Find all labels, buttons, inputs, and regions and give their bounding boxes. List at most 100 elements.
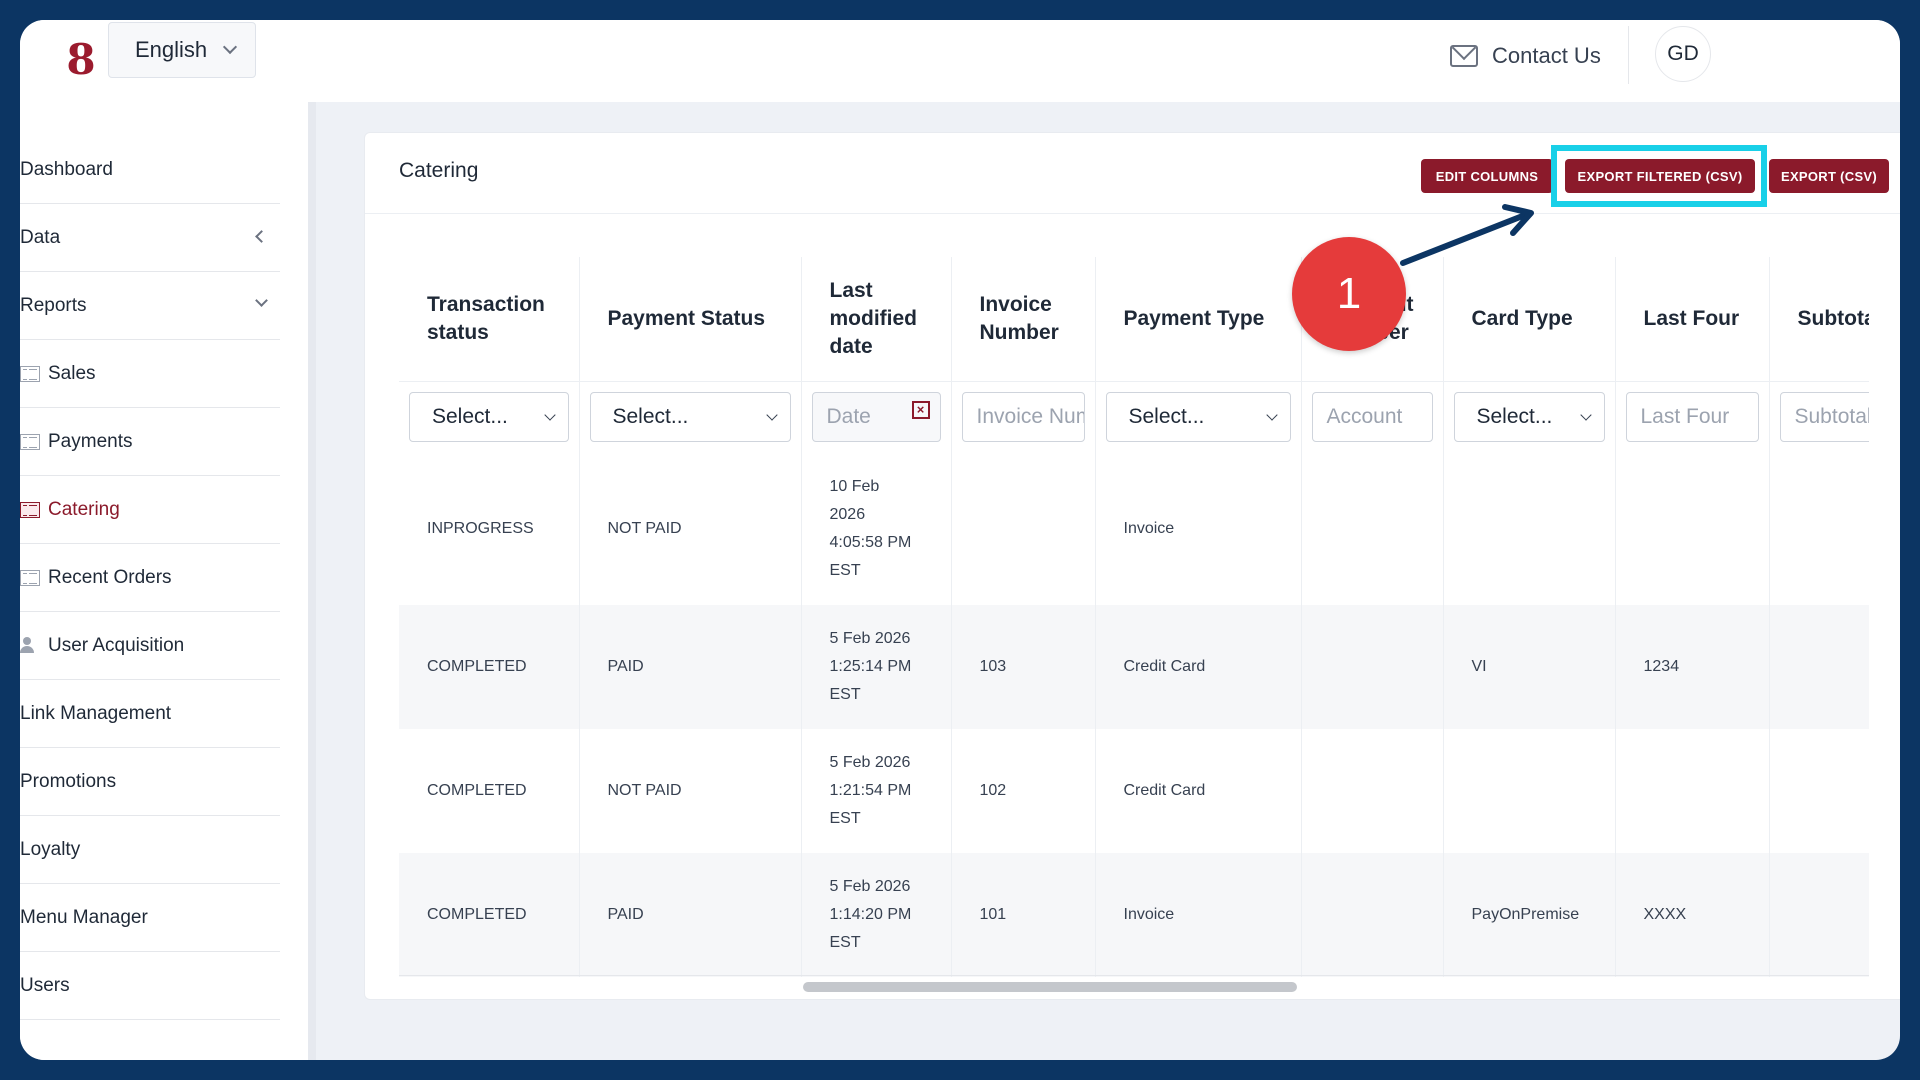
- date-filter-input[interactable]: Date ×: [811, 392, 941, 443]
- chevron-down-icon: [223, 39, 238, 55]
- sidebar-item-label: Users: [20, 974, 70, 996]
- catering-table-viewport: Transaction status Payment Status Last m…: [399, 257, 1869, 997]
- payment-type-cell: Credit Card: [1094, 729, 1301, 853]
- last-four-filter-input[interactable]: Last Four: [1625, 392, 1759, 443]
- table-row[interactable]: COMPLETED NOT PAID 5 Feb 2026 1:21:54 PM…: [399, 729, 1869, 853]
- date-line: 5 Feb 2026: [829, 878, 911, 895]
- user-icon: [20, 636, 40, 655]
- payment-type-cell: Invoice: [1094, 453, 1301, 605]
- filter-cell: Invoice Number: [950, 381, 1095, 453]
- table-horizontal-scrollbar[interactable]: [399, 975, 1869, 995]
- date-placeholder: Date: [826, 405, 871, 429]
- sidebar-item-label: Payments: [48, 430, 133, 452]
- sidebar-item-reports[interactable]: Reports: [20, 272, 280, 340]
- select-value: Select...: [1128, 405, 1205, 429]
- table-row[interactable]: COMPLETED PAID 5 Feb 2026 1:25:14 PM EST…: [399, 605, 1869, 729]
- date-line: 10 Feb: [829, 478, 880, 495]
- account-number-filter-input[interactable]: Account: [1311, 392, 1433, 443]
- catering-report-card: Catering EDIT COLUMNS EXPORT FILTERED (C…: [364, 132, 1900, 1000]
- date-line: EST: [829, 810, 861, 827]
- card-type-cell: PayOnPremise: [1442, 853, 1615, 977]
- sidebar-scrollbar[interactable]: [308, 102, 316, 1060]
- chevron-down-icon: [765, 409, 778, 421]
- report-list-icon: [20, 433, 40, 450]
- sidebar-item-menu-manager[interactable]: Menu Manager: [20, 884, 280, 952]
- date-line: 2026: [829, 506, 866, 523]
- clear-date-icon[interactable]: ×: [911, 401, 930, 420]
- date-line: 1:14:20 PM: [829, 906, 912, 923]
- last-four-cell: 1234: [1614, 605, 1769, 729]
- account-placeholder: Account: [1326, 405, 1403, 429]
- language-select[interactable]: English: [108, 22, 256, 78]
- payment-status-filter[interactable]: Select...: [589, 392, 791, 443]
- sidebar-item-users[interactable]: Users: [20, 952, 280, 1020]
- column-header-last-modified-date[interactable]: Last modified date: [800, 257, 951, 382]
- card-type-cell: [1442, 453, 1615, 605]
- report-list-icon: [20, 501, 40, 518]
- column-header-card-type[interactable]: Card Type: [1442, 257, 1615, 382]
- account-number-cell: [1300, 729, 1443, 853]
- table-row[interactable]: INPROGRESS NOT PAID 10 Feb 2026 4:05:58 …: [399, 453, 1869, 605]
- user-avatar[interactable]: GD: [1655, 26, 1711, 82]
- pointer-arrow-icon: [1400, 204, 1534, 266]
- sidebar-item-link-management[interactable]: Link Management: [20, 680, 280, 748]
- subtotal-cell: [1768, 453, 1869, 605]
- sidebar-item-catering[interactable]: Catering: [20, 476, 280, 544]
- sidebar-item-user-acquisition[interactable]: User Acquisition: [20, 612, 280, 680]
- date-line: 5 Feb 2026: [829, 630, 911, 647]
- payment-status-cell: PAID: [578, 605, 801, 729]
- transaction-status-filter[interactable]: Select...: [409, 392, 569, 443]
- filter-cell: Select...: [578, 381, 801, 453]
- sidebar-item-label: Recent Orders: [48, 566, 172, 588]
- sidebar-item-sales[interactable]: Sales: [20, 340, 280, 408]
- sidebar-item-data[interactable]: Data: [20, 204, 280, 272]
- date-line: 5 Feb 2026: [829, 754, 911, 771]
- brand-logo[interactable]: 8: [66, 35, 96, 84]
- step-number-badge: 1: [1292, 237, 1406, 351]
- catering-table: Transaction status Payment Status Last m…: [399, 257, 1869, 977]
- chevron-down-icon: [1579, 409, 1592, 421]
- mail-icon: [1450, 45, 1478, 67]
- select-value: Select...: [612, 405, 689, 429]
- subtotal-cell: [1768, 729, 1869, 853]
- table-row[interactable]: COMPLETED PAID 5 Feb 2026 1:14:20 PM EST…: [399, 853, 1869, 977]
- contact-us-link[interactable]: Contact Us: [1450, 36, 1601, 76]
- transaction-status-cell: INPROGRESS: [427, 520, 534, 537]
- sidebar-item-label: Dashboard: [20, 158, 113, 180]
- account-number-cell: [1300, 605, 1443, 729]
- payment-status-cell: NOT PAID: [578, 729, 801, 853]
- export-filtered-csv-button[interactable]: EXPORT FILTERED (CSV): [1565, 159, 1755, 193]
- sidebar-item-label: User Acquisition: [48, 634, 185, 656]
- sidebar-item-dashboard[interactable]: Dashboard: [20, 136, 280, 204]
- last-four-placeholder: Last Four: [1640, 405, 1730, 429]
- column-header-payment-status[interactable]: Payment Status: [578, 257, 801, 382]
- card-type-cell: [1442, 729, 1615, 853]
- column-header-subtotal[interactable]: Subtotal: [1768, 257, 1869, 382]
- card-type-cell: VI: [1442, 605, 1615, 729]
- subtotal-filter-input[interactable]: Subtotal: [1779, 392, 1869, 443]
- column-header-last-four[interactable]: Last Four: [1614, 257, 1769, 382]
- sidebar-item-payments[interactable]: Payments: [20, 408, 280, 476]
- sidebar-item-label: Data: [20, 226, 61, 248]
- column-header-invoice-number[interactable]: Invoice Number: [950, 257, 1095, 382]
- edit-columns-button[interactable]: EDIT COLUMNS: [1421, 159, 1553, 193]
- column-header-transaction-status[interactable]: Transaction status: [399, 257, 579, 382]
- select-value: Select...: [432, 405, 508, 429]
- account-number-cell: [1300, 853, 1443, 977]
- export-filtered-highlight-box: [1551, 145, 1767, 207]
- sidebar-item-label: Catering: [48, 498, 120, 520]
- column-header-payment-type[interactable]: Payment Type: [1094, 257, 1301, 382]
- invoice-number-cell: 101: [950, 853, 1095, 977]
- transaction-status-cell: COMPLETED: [427, 782, 527, 799]
- sidebar-item-recent-orders[interactable]: Recent Orders: [20, 544, 280, 612]
- payment-type-filter[interactable]: Select...: [1105, 392, 1291, 443]
- export-csv-button[interactable]: EXPORT (CSV): [1769, 159, 1889, 193]
- page-title: Catering: [399, 159, 479, 182]
- payment-status-cell: NOT PAID: [578, 453, 801, 605]
- card-type-filter[interactable]: Select...: [1453, 392, 1605, 443]
- sidebar-item-promotions[interactable]: Promotions: [20, 748, 280, 816]
- sidebar-item-loyalty[interactable]: Loyalty: [20, 816, 280, 884]
- invoice-number-filter-input[interactable]: Invoice Number: [961, 392, 1085, 443]
- chevron-down-icon: [543, 409, 556, 421]
- scrollbar-thumb[interactable]: [803, 982, 1297, 992]
